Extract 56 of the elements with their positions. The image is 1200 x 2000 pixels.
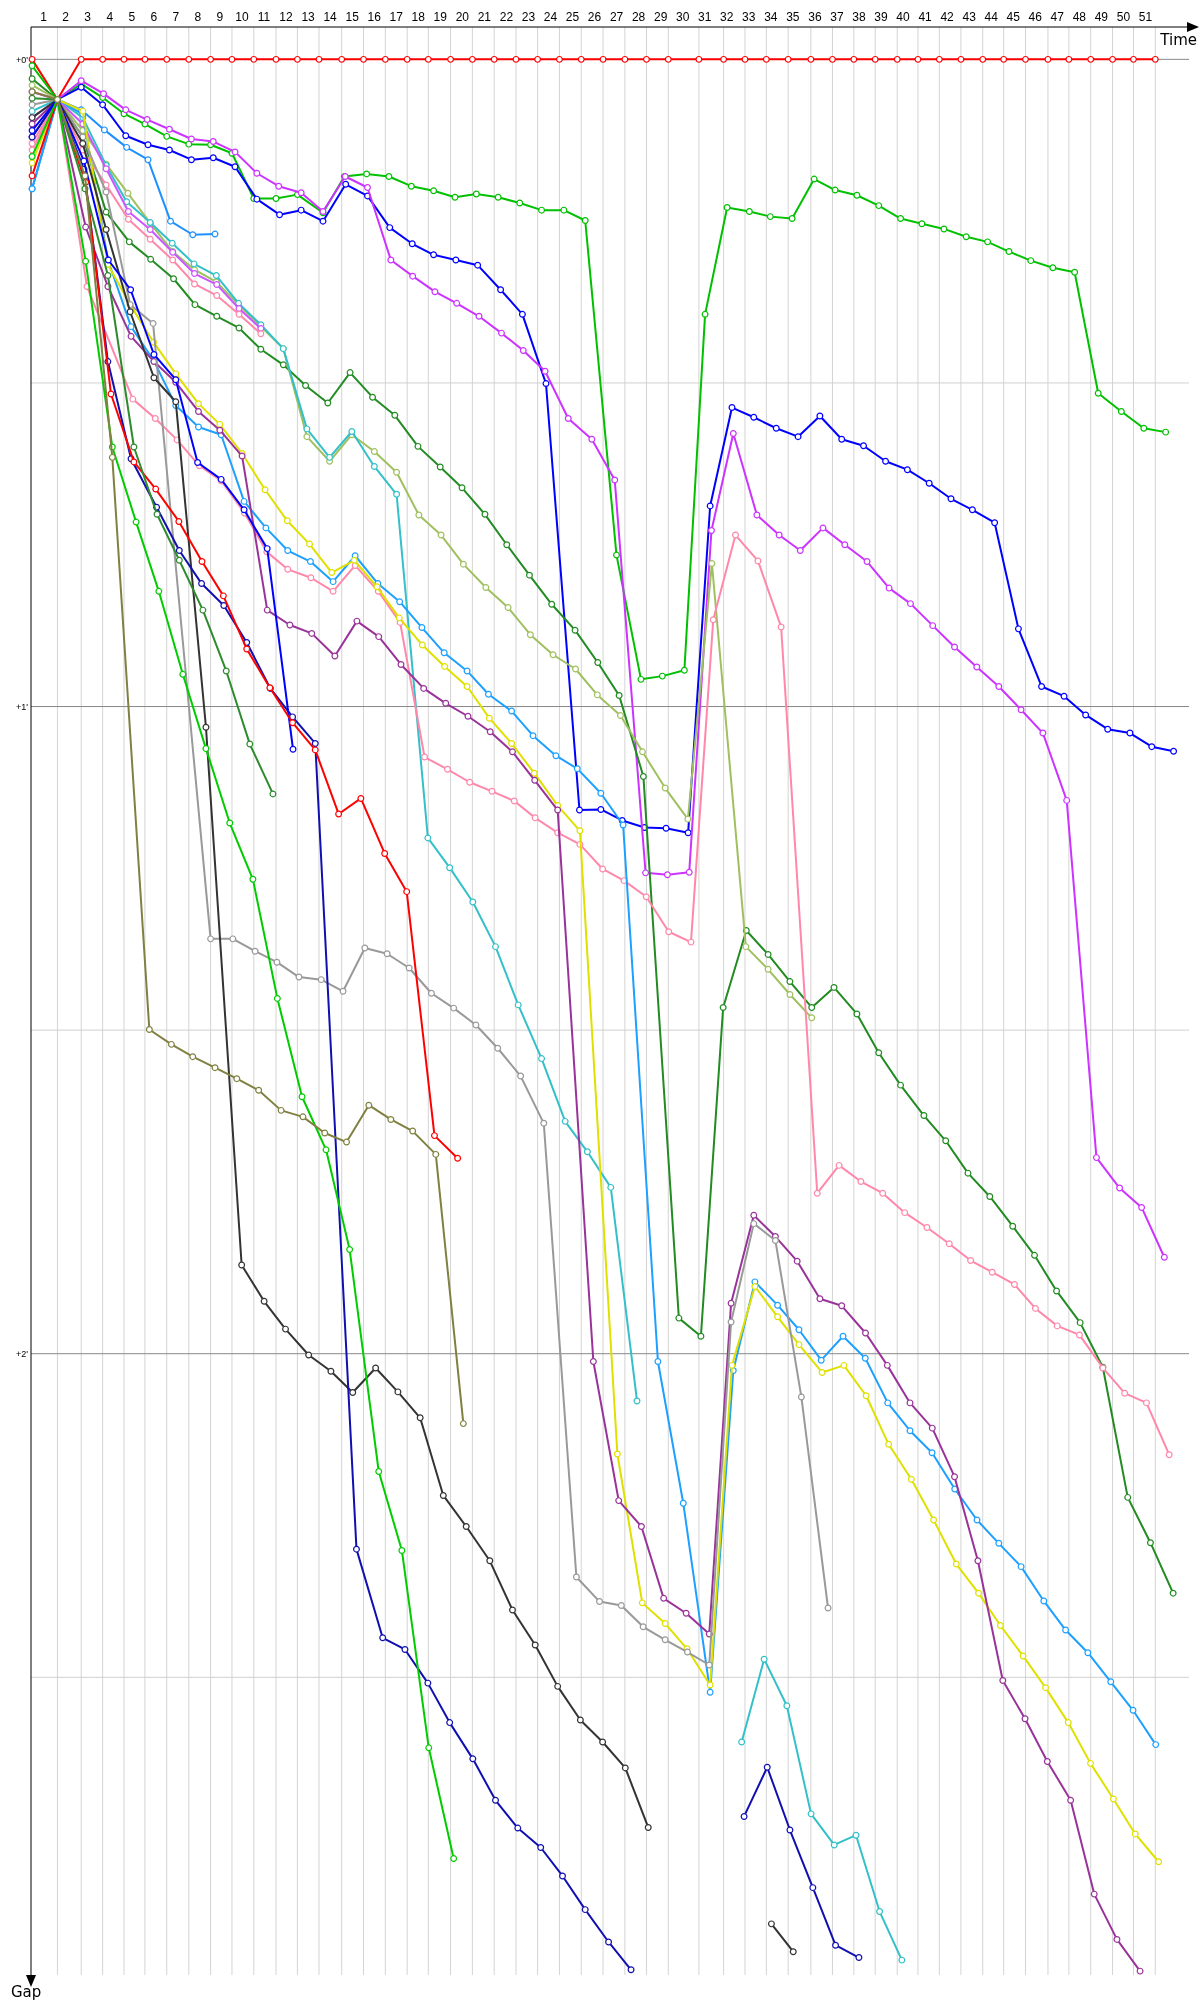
x-tick-label: 13 bbox=[301, 10, 316, 24]
x-tick-label: 41 bbox=[918, 10, 933, 24]
x-tick-label: 4 bbox=[106, 10, 114, 24]
x-tick-label: 30 bbox=[675, 10, 690, 24]
x-tick-label: 34 bbox=[764, 10, 778, 24]
x-tick-label: 45 bbox=[1006, 10, 1021, 24]
x-tick-label: 31 bbox=[698, 10, 712, 24]
x-tick-label: 23 bbox=[521, 10, 536, 24]
y-axis-title: Gap bbox=[11, 1983, 42, 2000]
y-tick-label: +0' bbox=[16, 54, 29, 65]
x-tick-label: 39 bbox=[874, 10, 888, 24]
x-tick-label: 36 bbox=[808, 10, 822, 24]
x-tick-label: 15 bbox=[345, 10, 360, 24]
x-axis-title: Time bbox=[1159, 31, 1197, 49]
x-tick-label: 24 bbox=[543, 10, 558, 24]
x-tick-label: 29 bbox=[653, 10, 668, 24]
x-tick-label: 26 bbox=[587, 10, 602, 24]
x-tick-label: 47 bbox=[1050, 10, 1065, 24]
x-tick-label: 33 bbox=[742, 10, 756, 24]
x-tick-label: 14 bbox=[323, 10, 338, 24]
x-tick-label: 20 bbox=[455, 10, 470, 24]
x-tick-label: 7 bbox=[172, 10, 180, 24]
x-tick-label: 38 bbox=[852, 10, 866, 24]
x-tick-label: 43 bbox=[962, 10, 977, 24]
x-tick-label: 37 bbox=[830, 10, 844, 24]
y-tick-label: +1' bbox=[16, 701, 29, 712]
x-tick-label: 51 bbox=[1138, 10, 1153, 24]
x-tick-label: 11 bbox=[257, 10, 271, 24]
x-tick-label: 1 bbox=[40, 10, 48, 24]
x-tick-label: 50 bbox=[1116, 10, 1131, 24]
x-tick-label: 16 bbox=[367, 10, 382, 24]
x-tick-label: 35 bbox=[786, 10, 800, 24]
x-tick-label: 49 bbox=[1094, 10, 1109, 24]
x-tick-label: 9 bbox=[216, 10, 224, 24]
x-tick-label: 28 bbox=[631, 10, 646, 24]
x-tick-label: 42 bbox=[940, 10, 955, 24]
x-tick-label: 10 bbox=[235, 10, 249, 24]
x-tick-label: 12 bbox=[279, 10, 294, 24]
x-tick-label: 17 bbox=[389, 10, 404, 24]
x-tick-label: 5 bbox=[128, 10, 136, 24]
x-tick-label: 27 bbox=[609, 10, 624, 24]
x-tick-label: 6 bbox=[150, 10, 158, 24]
x-tick-label: 25 bbox=[565, 10, 580, 24]
x-tick-label: 44 bbox=[984, 10, 999, 24]
x-tick-label: 32 bbox=[720, 10, 734, 24]
x-tick-label: 8 bbox=[194, 10, 202, 24]
x-tick-label: 21 bbox=[477, 10, 492, 24]
y-tick-label: +2' bbox=[16, 1349, 29, 1360]
x-tick-label: 2 bbox=[62, 10, 70, 24]
x-tick-label: 22 bbox=[499, 10, 514, 24]
x-tick-label: 3 bbox=[84, 10, 92, 24]
x-tick-label: 18 bbox=[411, 10, 426, 24]
x-tick-label: 40 bbox=[896, 10, 911, 24]
x-tick-label: 48 bbox=[1072, 10, 1087, 24]
x-tick-label: 19 bbox=[433, 10, 448, 24]
x-tick-label: 46 bbox=[1028, 10, 1043, 24]
